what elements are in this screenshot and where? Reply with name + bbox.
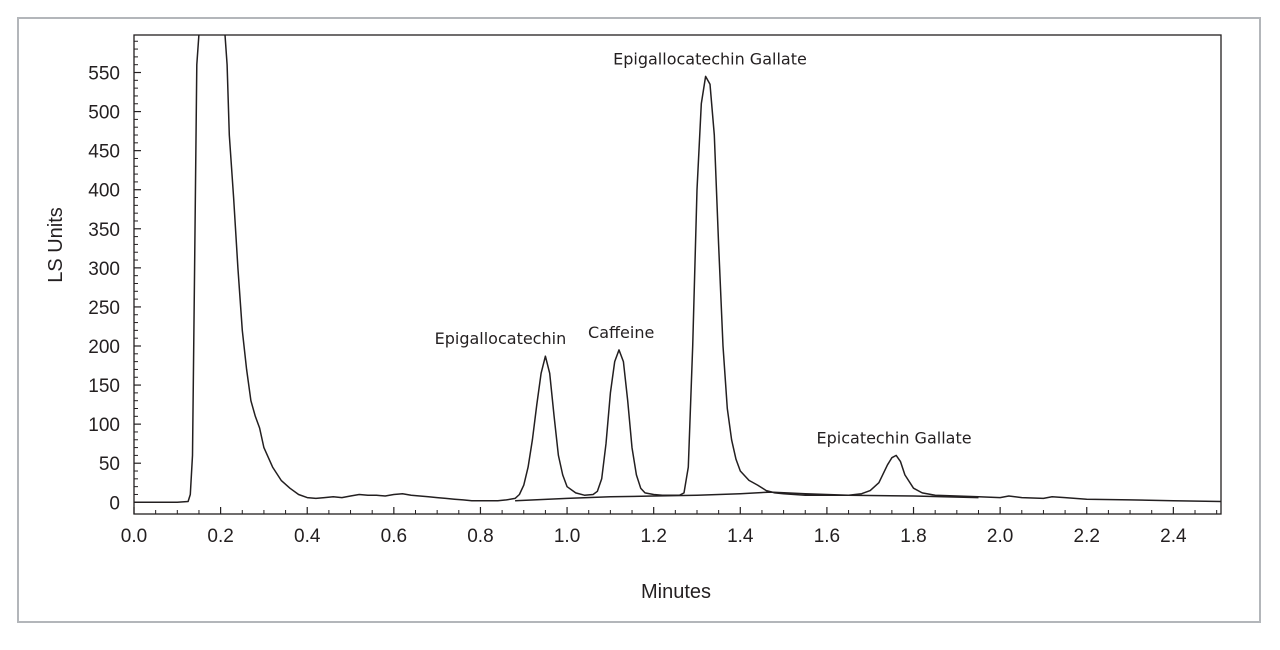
x-tick-label: 1.4: [727, 526, 754, 547]
annotations: Epigallocatechin Caffeine Epigallocatechin…: [435, 49, 972, 447]
peak-label: Epigallocatechin Gallate: [613, 49, 807, 68]
x-axis-title: Minutes: [641, 581, 711, 603]
signal-trace: [134, 35, 1221, 504]
x-tick-label: 0.2: [207, 526, 233, 547]
peak-label: Caffeine: [588, 323, 654, 342]
peak-label: Epicatechin Gallate: [817, 428, 972, 447]
y-tick-label: 350: [88, 220, 120, 241]
x-tick-label: 1.2: [640, 526, 666, 547]
x-tick-label: 1.6: [814, 526, 840, 547]
series: [134, 35, 1221, 504]
axes: [133, 34, 1222, 515]
ticks: 0 50 100 150 200 250 300 350 400 450 500 550 0.0 0.2 0…: [88, 40, 1218, 547]
y-tick-label: 50: [99, 454, 120, 475]
y-tick-label: 0: [109, 493, 120, 514]
y-tick-label: 500: [88, 103, 120, 124]
x-tick-label: 2.4: [1160, 526, 1187, 547]
y-tick-label: 150: [88, 376, 120, 397]
y-tick-label: 250: [88, 298, 120, 319]
baseline-trace: [515, 491, 979, 502]
y-axis-title: LS Units: [45, 207, 67, 283]
x-tick-label: 1.0: [554, 526, 580, 547]
x-tick-label: 0.6: [381, 526, 407, 547]
y-tick-label: 200: [88, 337, 120, 358]
y-tick-label: 550: [88, 64, 120, 85]
x-tick-label: 2.0: [987, 526, 1013, 547]
plot-area-border: [133, 34, 1222, 515]
y-tick-label: 400: [88, 181, 120, 202]
x-tick-label: 1.8: [900, 526, 926, 547]
y-tick-label: 100: [88, 415, 120, 436]
x-tick-label: 0.4: [294, 526, 321, 547]
y-tick-label: 450: [88, 142, 120, 163]
x-tick-label: 2.2: [1074, 526, 1100, 547]
y-tick-label: 300: [88, 259, 120, 280]
chart-frame: [17, 17, 1261, 623]
peak-label: Epigallocatechin: [435, 329, 567, 348]
x-tick-label: 0.0: [121, 526, 147, 547]
x-tick-label: 0.8: [467, 526, 493, 547]
